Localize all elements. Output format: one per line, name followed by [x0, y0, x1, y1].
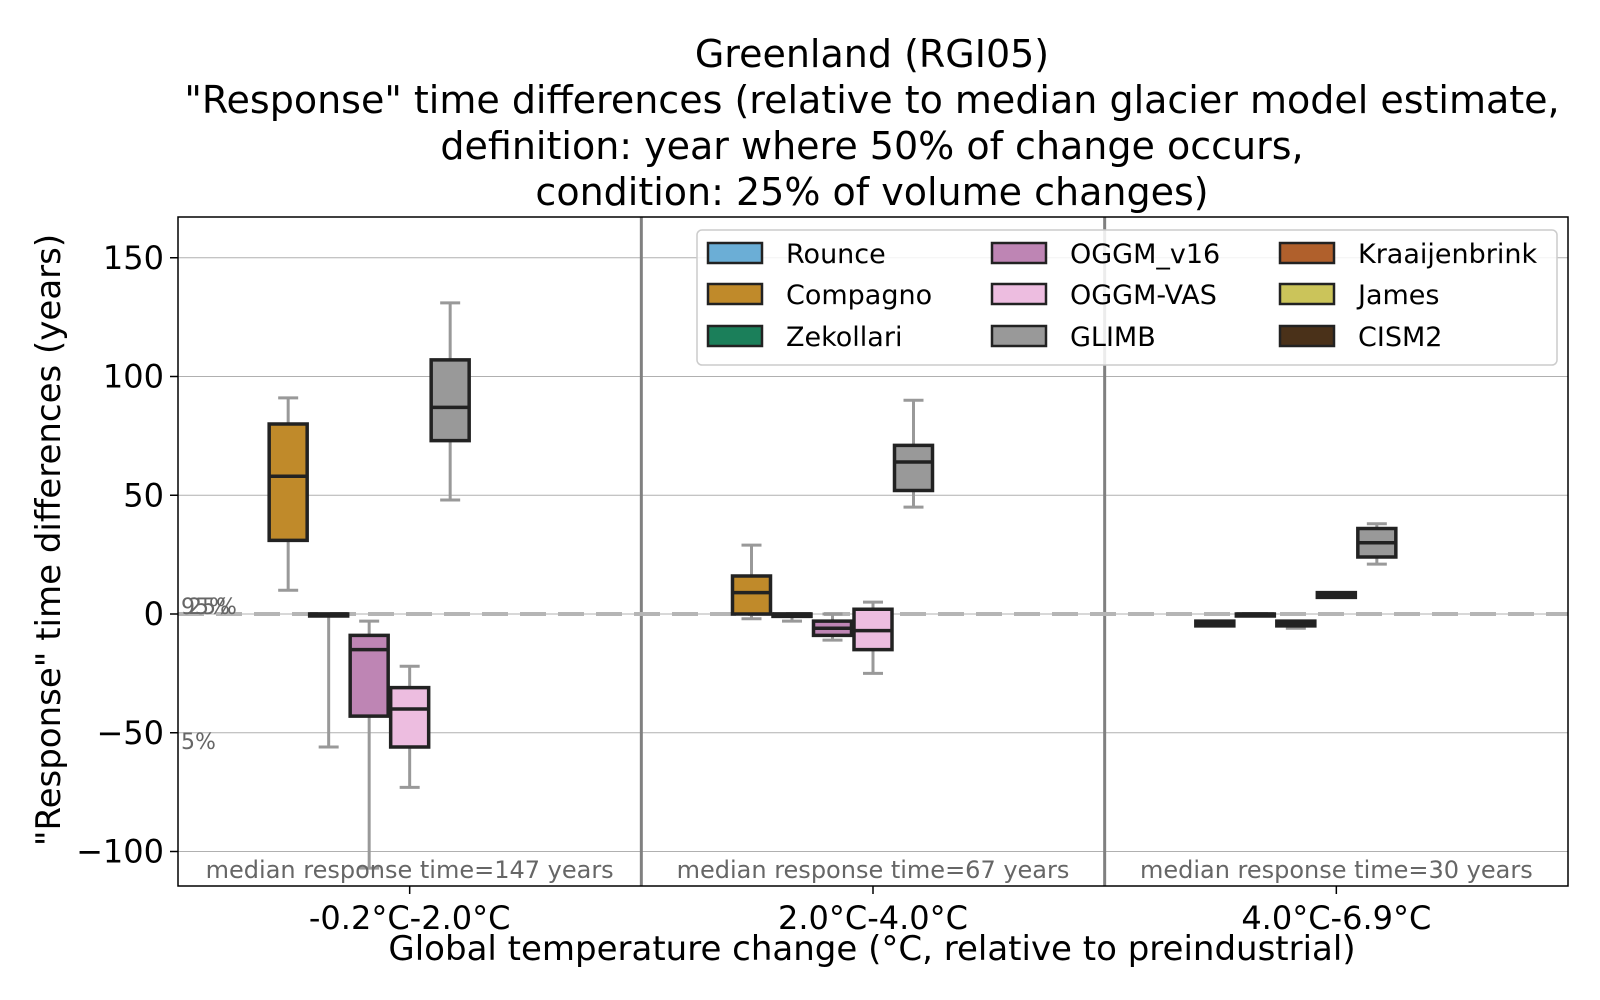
percentile-label: 5%	[181, 730, 216, 755]
legend-box	[696, 229, 1558, 366]
legend-swatch	[706, 282, 764, 306]
box-glimb	[429, 301, 471, 502]
legend: Rounce Compagno Zekollari OGGM_v16 OGGM-VAS G…	[696, 229, 1558, 366]
box-oggm-vas	[388, 664, 431, 789]
title-line-3: definition: year where 50% of change occ…	[440, 124, 1303, 168]
percentile-label: 95%	[181, 595, 230, 620]
legend-item: OGGM-VAS	[990, 280, 1217, 311]
box-glimb	[892, 398, 935, 509]
legend-swatch	[1278, 241, 1336, 265]
box-compagno	[1194, 619, 1236, 628]
box-iqr	[892, 443, 935, 493]
y-tick-label: 0	[144, 595, 164, 633]
x-tick-label: 2.0°C-4.0°C	[778, 899, 968, 937]
legend-item: Rounce	[706, 239, 886, 270]
y-tick-label: 50	[123, 476, 164, 514]
box-iqr	[348, 633, 390, 718]
box-zekollari	[771, 612, 813, 623]
y-tick-label: −100	[76, 833, 164, 871]
x-tick-label: -0.2°C-2.0°C	[309, 899, 511, 937]
box-compagno	[730, 543, 773, 621]
legend-item: Compagno	[706, 280, 932, 311]
x-tick-label: 4.0°C-6.9°C	[1241, 899, 1431, 937]
box-oggm-v16	[1275, 619, 1317, 630]
median-response-annotation: median response time=147 years	[206, 856, 614, 884]
legend-label: James	[1356, 280, 1440, 311]
box-zekollari	[1234, 612, 1277, 618]
title-line-1: Greenland (RGI05)	[695, 32, 1049, 76]
legend-swatch	[1278, 324, 1336, 348]
legend-item: Kraaijenbrink	[1278, 239, 1537, 270]
y-tick-label: 100	[103, 358, 164, 396]
legend-label: OGGM_v16	[1070, 239, 1220, 270]
title-line-4: condition: 25% of volume changes)	[535, 170, 1208, 214]
percentile-label: 25%	[188, 595, 237, 620]
y-tick-label: −50	[96, 714, 164, 752]
legend-swatch	[706, 324, 764, 348]
legend-item: James	[1278, 280, 1440, 311]
legend-label: Kraaijenbrink	[1358, 239, 1537, 270]
legend-item: OGGM_v16	[990, 239, 1220, 270]
box-zekollari	[307, 612, 350, 749]
legend-label: Rounce	[786, 239, 886, 270]
legend-swatch	[1278, 282, 1336, 306]
chart-title: Greenland (RGI05) "Response" time differ…	[184, 32, 1559, 214]
legend-label: GLIMB	[1070, 322, 1156, 353]
box-oggm-vas	[852, 600, 894, 675]
y-axis-label: "Response" time differences (years)	[29, 234, 69, 846]
box-iqr	[388, 685, 431, 749]
legend-swatch	[990, 282, 1048, 306]
box-compagno	[267, 396, 309, 592]
box-iqr	[730, 574, 773, 616]
y-axis: 150 100 50 0 −50 −100	[76, 239, 178, 871]
box-iqr	[429, 358, 471, 443]
median-response-annotation: median response time=30 years	[1140, 856, 1533, 884]
box-oggm-vas	[1315, 590, 1358, 600]
legend-swatch	[990, 324, 1048, 348]
legend-swatch	[706, 241, 764, 265]
y-tick-label: 150	[103, 239, 164, 277]
legend-label: OGGM-VAS	[1070, 280, 1217, 311]
legend-label: Zekollari	[786, 322, 902, 353]
box-plots: median response time=147 years median res…	[206, 301, 1533, 884]
legend-label: CISM2	[1358, 322, 1442, 353]
x-axis: -0.2°C-2.0°C 2.0°C-4.0°C 4.0°C-6.9°C	[309, 886, 1431, 937]
legend-item: CISM2	[1278, 322, 1442, 353]
legend-swatch	[990, 241, 1048, 265]
median-response-annotation: median response time=67 years	[677, 856, 1070, 884]
legend-label: Compagno	[786, 280, 932, 311]
title-line-2: "Response" time differences (relative to…	[184, 78, 1559, 122]
box-oggm-v16	[348, 619, 390, 870]
box-oggm-v16	[811, 612, 854, 642]
legend-item: Zekollari	[706, 322, 902, 353]
box-glimb	[1356, 522, 1398, 566]
box-iqr	[267, 422, 309, 543]
x-axis-label: Global temperature change (°C, relative …	[388, 929, 1355, 969]
legend-item: GLIMB	[990, 322, 1156, 353]
